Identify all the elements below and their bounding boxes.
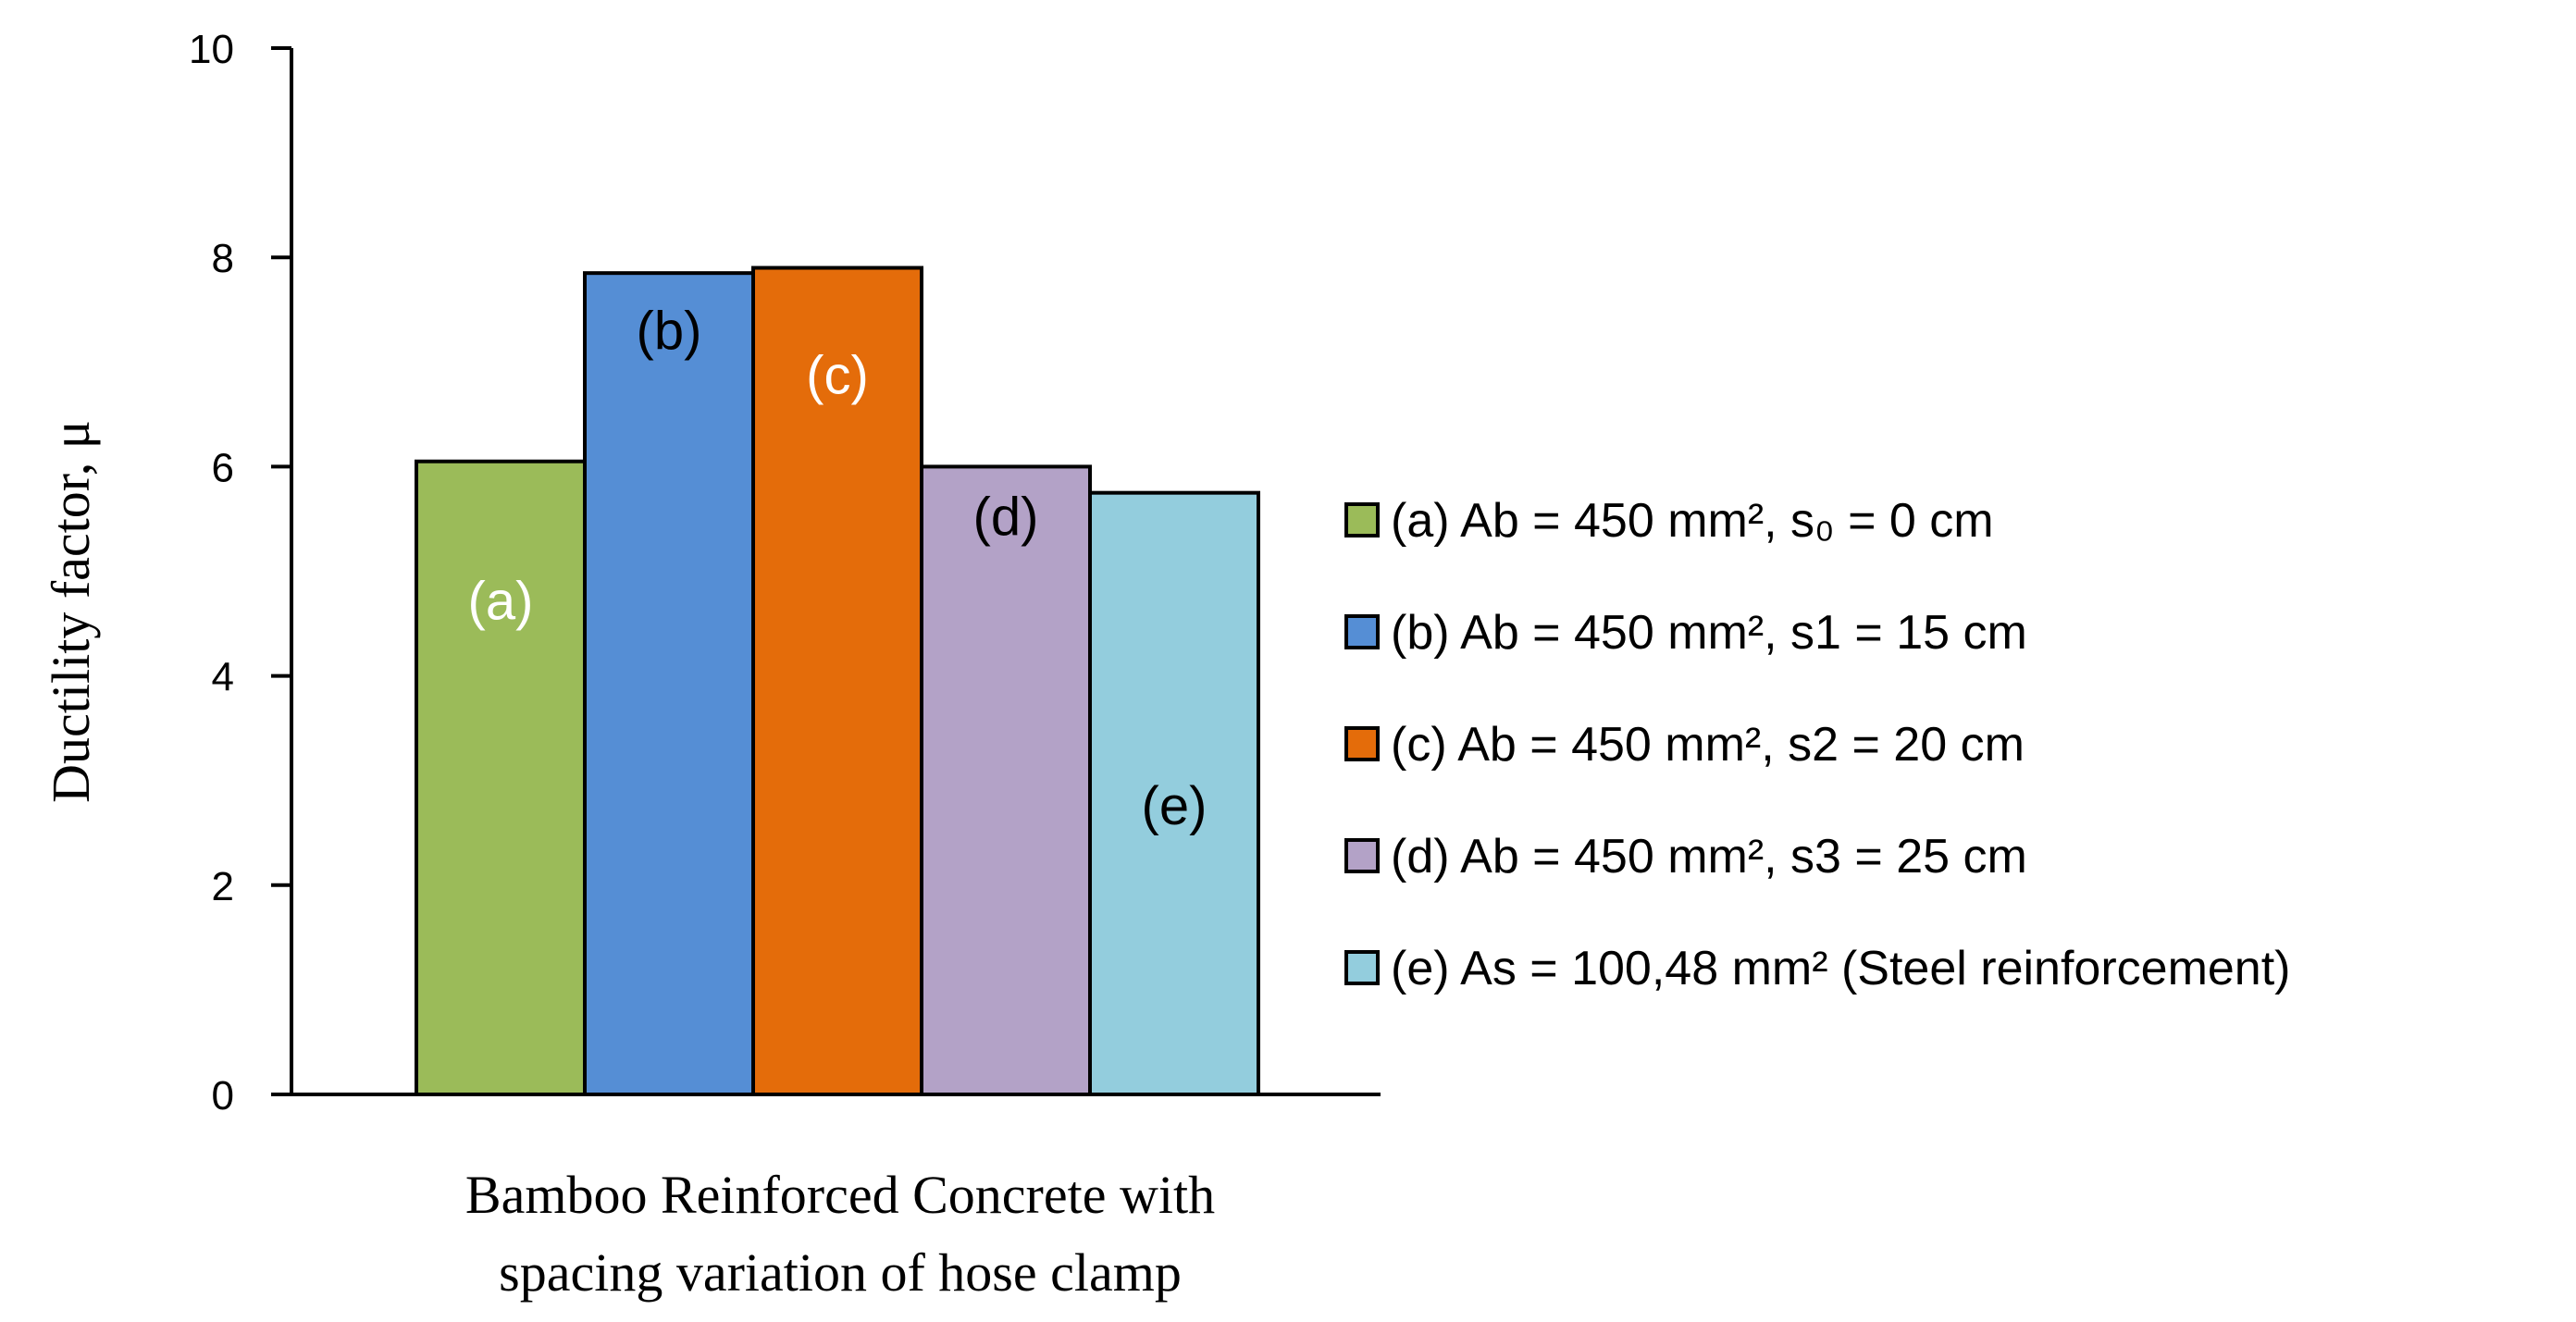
legend-entry-b: (b) Ab = 450 mm², s1 = 15 cm [1391,606,2027,660]
y-tick-label-6: 6 [212,445,234,490]
legend-entry-d: (d) Ab = 450 mm², s3 = 25 cm [1391,830,2027,883]
bar-label-e: (e) [1142,776,1208,836]
bar-label-b: (b) [637,301,702,361]
bar-label-d: (d) [973,488,1039,548]
y-tick-label-2: 2 [212,864,234,909]
y-tick-label-4: 4 [212,655,234,700]
y-tick-label-0: 0 [212,1073,234,1118]
bar-c [751,266,923,1096]
x-axis-title-line-1: Bamboo Reinforced Concrete with [465,1165,1215,1225]
y-tick-label-10: 10 [189,27,234,72]
legend-swatch-c [1344,726,1380,761]
x-axis-title-line-2: spacing variation of hose clamp [499,1242,1182,1303]
legend-entry-e: (e) As = 100,48 mm² (Steel reinforcement… [1391,942,2291,995]
bar-a [415,459,587,1096]
bar-e [1088,490,1260,1096]
bar-label-c: (c) [806,346,869,406]
legend: (a) Ab = 450 mm², s₀ = 0 cm (b) Ab = 450 … [1344,494,2291,995]
legend-swatch-a [1344,502,1380,537]
legend-swatch-b [1344,614,1380,649]
legend-swatch-d [1344,838,1380,873]
legend-entry-a: (a) Ab = 450 mm², s₀ = 0 cm [1391,494,1994,548]
legend-entry-c: (c) Ab = 450 mm², s2 = 20 cm [1391,718,2025,772]
bar-label-a: (a) [468,571,534,631]
y-axis-title: Ductility factor, μ [41,420,101,803]
bar-d [920,464,1092,1096]
legend-swatch-e [1344,950,1380,985]
y-tick-label-8: 8 [212,236,234,281]
bars: (a) (b) (c) (d) (e) [415,266,1260,1097]
bar-b [583,271,755,1097]
